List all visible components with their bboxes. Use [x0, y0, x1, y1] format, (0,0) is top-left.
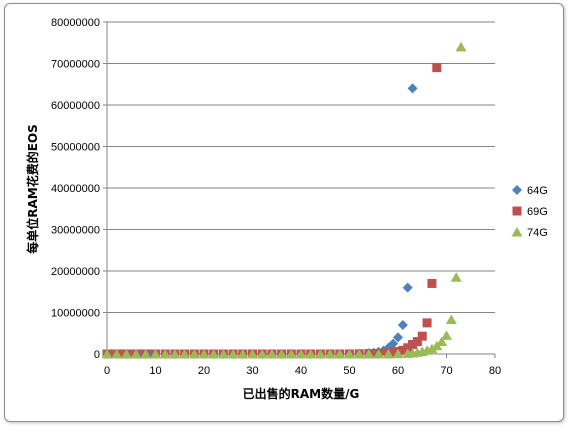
x-tick-label: 40	[295, 365, 307, 377]
y-tick-label: 10000000	[51, 308, 100, 320]
data-point-74G	[237, 349, 249, 359]
x-tick-label: 80	[489, 365, 501, 377]
data-point-74G	[436, 336, 448, 347]
legend-marker-74G	[511, 227, 523, 237]
legend-label-69G: 69G	[527, 206, 548, 218]
data-point-69G	[408, 339, 418, 349]
legend-label-74G: 74G	[527, 227, 548, 239]
data-point-74G	[276, 349, 288, 359]
y-tick-label: 80000000	[51, 17, 100, 29]
data-point-74G	[382, 349, 394, 359]
data-point-74G	[324, 349, 336, 359]
data-point-74G	[392, 348, 404, 359]
data-point-69G	[403, 343, 413, 353]
y-tick-label: 30000000	[51, 225, 100, 237]
data-point-74G	[140, 349, 152, 359]
data-point-64G	[402, 282, 413, 293]
data-point-64G	[397, 319, 408, 330]
data-point-74G	[120, 349, 132, 359]
data-point-74G	[247, 349, 258, 359]
data-point-74G	[295, 349, 307, 359]
data-point-74G	[305, 349, 317, 359]
data-point-74G	[256, 349, 268, 359]
data-point-74G	[363, 349, 375, 359]
y-tick-label: 50000000	[51, 142, 100, 154]
legend-label-64G: 64G	[527, 185, 548, 197]
x-tick-label: 70	[440, 365, 452, 377]
data-point-74G	[441, 330, 452, 340]
y-tick-label: 0	[94, 349, 100, 361]
legend-marker-64G	[512, 185, 522, 195]
x-tick-label: 10	[149, 365, 161, 377]
data-point-74G	[227, 349, 239, 359]
y-axis-title: 每单位RAM花费的EOS	[25, 124, 40, 254]
x-tick-label: 60	[392, 365, 404, 377]
data-point-69G	[388, 347, 398, 357]
data-point-74G	[159, 349, 171, 359]
data-point-74G	[455, 41, 467, 52]
data-point-69G	[422, 318, 432, 328]
x-axis-title: 已出售的RAM数量/G	[243, 386, 360, 401]
series-64G	[102, 83, 418, 359]
x-tick-label: 0	[104, 365, 110, 377]
y-tick-label: 70000000	[51, 59, 100, 71]
data-point-74G	[208, 349, 220, 359]
gridlines	[107, 21, 495, 313]
data-point-69G	[432, 63, 442, 73]
data-point-74G	[101, 349, 113, 359]
series-69G	[102, 63, 442, 359]
data-point-74G	[285, 349, 297, 359]
data-point-74G	[266, 349, 278, 359]
x-tick-label: 30	[246, 365, 258, 377]
axes	[103, 21, 496, 358]
data-point-74G	[150, 349, 161, 359]
data-point-69G	[417, 331, 427, 341]
data-point-74G	[450, 272, 462, 282]
tick-labels: 0 10000000 20000000 30000000 40000000 5000000…	[51, 17, 501, 377]
data-point-69G	[412, 337, 422, 347]
data-point-74G	[353, 349, 365, 359]
x-tick-label: 20	[198, 365, 210, 377]
data-point-74G	[445, 314, 457, 325]
data-point-74G	[169, 349, 181, 359]
data-point-74G	[198, 349, 210, 359]
y-tick-label: 20000000	[51, 266, 100, 278]
data-point-74G	[130, 349, 142, 359]
data-point-74G	[426, 343, 438, 354]
data-point-64G	[393, 332, 403, 343]
data-point-74G	[344, 349, 355, 359]
data-point-69G	[427, 278, 437, 288]
data-points	[101, 41, 467, 359]
data-point-74G	[373, 349, 385, 359]
series-74G	[101, 41, 467, 359]
data-point-74G	[334, 349, 346, 359]
data-point-64G	[388, 338, 399, 349]
data-point-74G	[314, 349, 326, 359]
data-point-69G	[398, 345, 408, 355]
legend: 64G 69G 74G	[511, 185, 548, 239]
y-tick-label: 40000000	[51, 183, 100, 195]
data-point-74G	[188, 349, 200, 359]
x-tick-label: 50	[343, 365, 355, 377]
data-point-74G	[217, 349, 229, 359]
data-point-74G	[179, 349, 191, 359]
data-point-64G	[407, 83, 418, 94]
legend-marker-69G	[512, 206, 522, 216]
data-point-74G	[111, 349, 123, 359]
y-tick-label: 60000000	[51, 100, 100, 112]
